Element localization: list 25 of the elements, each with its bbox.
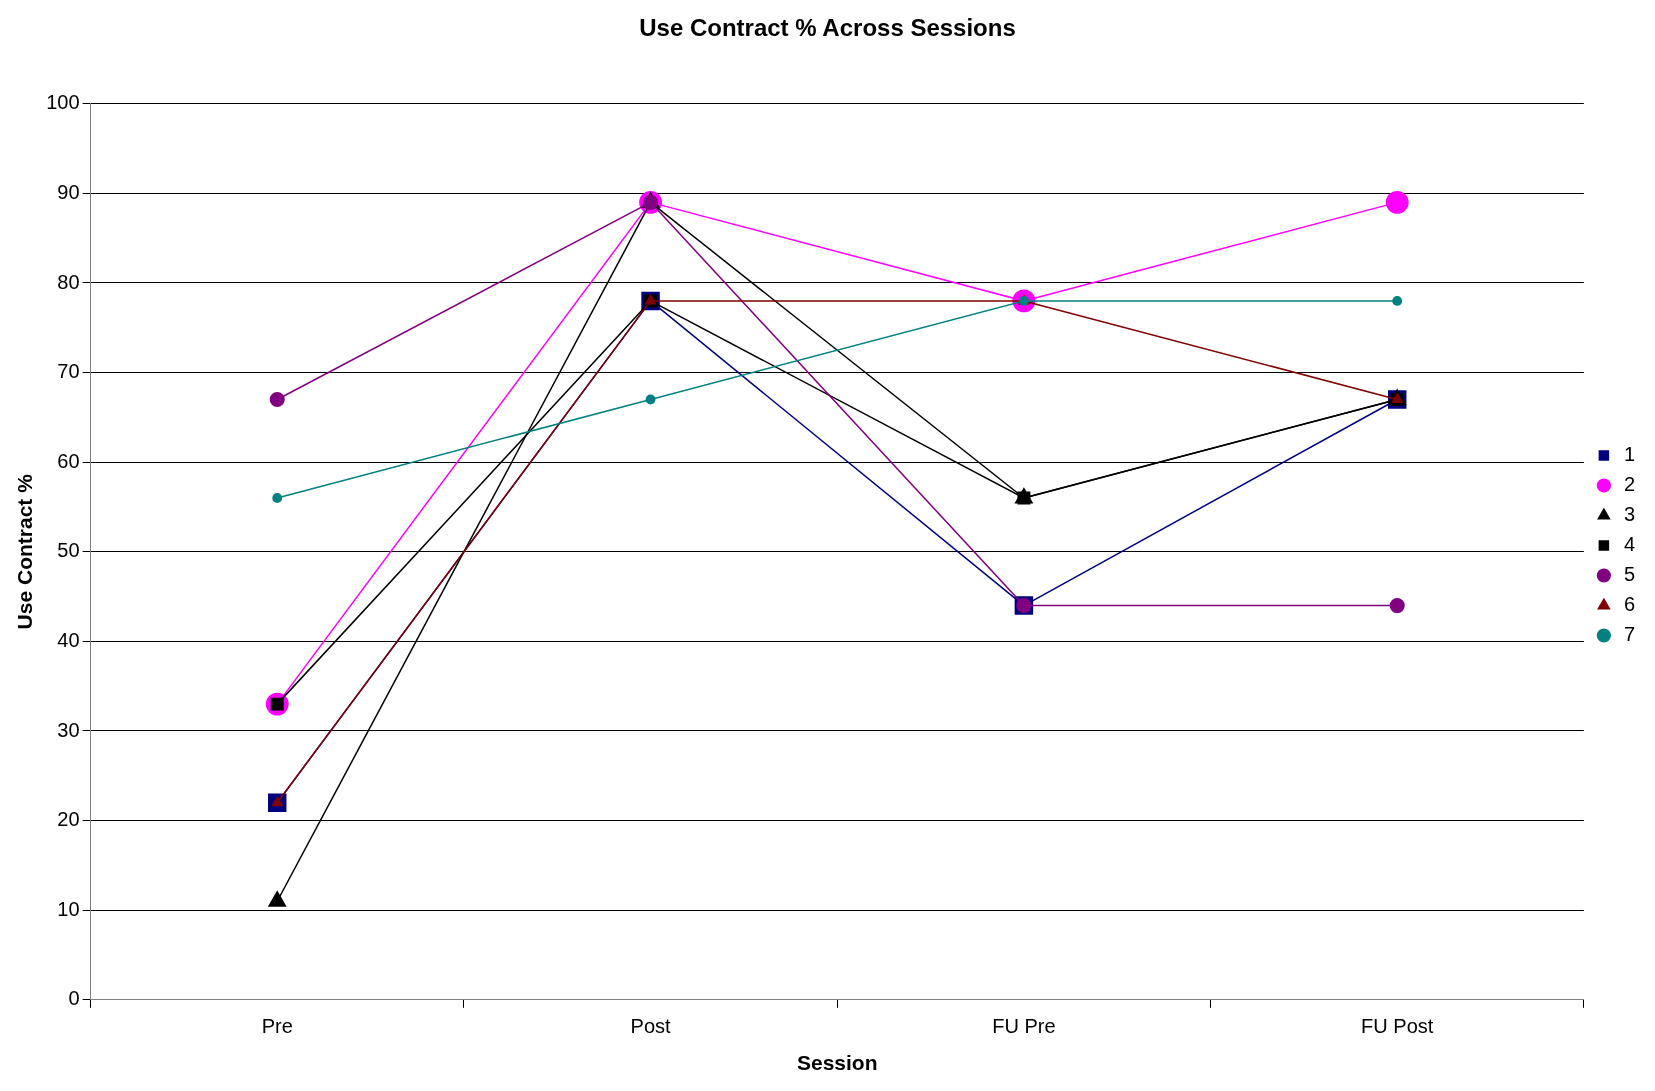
y-tick-label: 10 xyxy=(57,897,80,920)
legend-label: 4 xyxy=(1623,533,1635,556)
y-tick-label: 50 xyxy=(57,539,80,562)
y-tick-label: 20 xyxy=(57,808,80,831)
y-tick-label: 80 xyxy=(57,270,80,293)
x-tick-label: Pre xyxy=(261,1015,293,1038)
x-tick-label: Post xyxy=(630,1015,672,1038)
y-tick-label: 30 xyxy=(57,718,80,741)
x-tick-label: FU Pre xyxy=(992,1015,1056,1038)
y-tick-label: 40 xyxy=(57,628,80,651)
legend-label: 3 xyxy=(1623,503,1635,526)
legend-label: 2 xyxy=(1623,473,1635,496)
x-axis-title: Session xyxy=(796,1051,878,1075)
y-tick-label: 0 xyxy=(68,987,80,1010)
legend-label: 1 xyxy=(1623,443,1635,466)
chart-title: Use Contract % Across Sessions xyxy=(639,14,1016,42)
legend-label: 6 xyxy=(1623,593,1635,616)
y-tick-label: 100 xyxy=(46,91,80,114)
y-tick-label: 90 xyxy=(57,180,80,203)
legend-label: 5 xyxy=(1623,563,1635,586)
x-tick-label: FU Post xyxy=(1361,1015,1434,1038)
legend-label: 7 xyxy=(1623,623,1635,646)
y-tick-label: 70 xyxy=(57,360,80,383)
y-axis-title: Use Contract % xyxy=(13,473,37,630)
y-tick-label: 60 xyxy=(57,449,80,472)
